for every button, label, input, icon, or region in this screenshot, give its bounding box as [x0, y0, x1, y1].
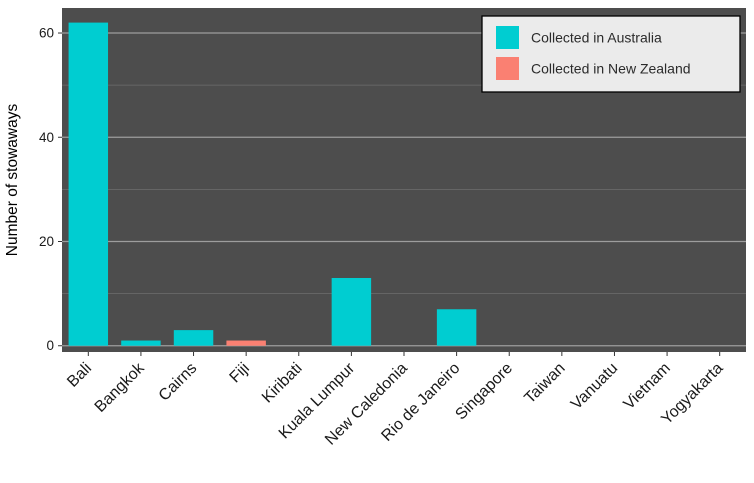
bar-bangkok — [121, 340, 161, 346]
x-tick-label-fiji: Fiji — [227, 360, 253, 386]
legend-label-collected-in-australia: Collected in Australia — [531, 30, 662, 46]
x-tick-label-taiwan: Taiwan — [521, 360, 568, 407]
legend-swatch-collected-in-australia — [496, 26, 519, 49]
y-tick-label-0: 0 — [46, 338, 54, 353]
bar-rio-de-janeiro — [436, 309, 477, 346]
bar-bali — [68, 22, 109, 346]
y-tick-label-20: 20 — [39, 234, 54, 249]
x-tick-label-kiribati: Kiribati — [259, 360, 306, 407]
x-tick-label-bali: Bali — [64, 360, 95, 391]
legend — [481, 15, 741, 93]
legend-swatch-collected-in-new-zealand — [496, 57, 519, 80]
bar-kuala-lumpur — [331, 277, 372, 346]
x-tick-label-bangkok: Bangkok — [92, 359, 149, 416]
x-tick-label-cairns: Cairns — [156, 360, 201, 405]
x-tick-label-singapore: Singapore — [452, 360, 516, 424]
y-tick-label-60: 60 — [39, 26, 54, 41]
legend-label-collected-in-new-zealand: Collected in New Zealand — [531, 61, 691, 77]
x-tick-label-vietnam: Vietnam — [621, 360, 674, 413]
bar-cairns — [173, 330, 214, 346]
x-tick-label-vanuatu: Vanuatu — [568, 360, 621, 413]
y-axis-label: Number of stowaways — [4, 104, 21, 257]
y-tick-label-40: 40 — [39, 130, 54, 145]
bar-fiji — [226, 340, 266, 346]
